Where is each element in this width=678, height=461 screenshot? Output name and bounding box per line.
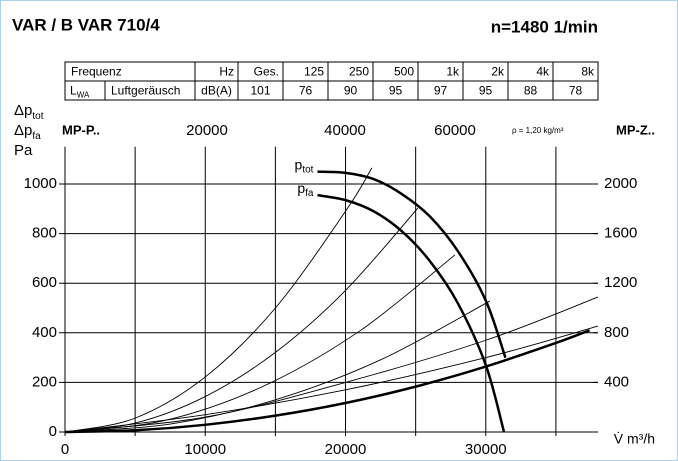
y-axis-label: Δpfa xyxy=(14,122,41,142)
y-tick-label: 600 xyxy=(32,274,57,291)
y-tick-label: 400 xyxy=(32,324,57,341)
y-tick-label: 1000 xyxy=(24,175,57,192)
curve xyxy=(317,170,507,359)
y2-tick-label: 1600 xyxy=(604,225,637,242)
symbol-sub: WA xyxy=(77,91,90,100)
curve-sub: fa xyxy=(305,188,314,199)
label-sub: tot xyxy=(32,111,43,122)
symbol: L xyxy=(70,84,77,98)
curve xyxy=(317,193,506,433)
table-value: 97 xyxy=(434,84,448,98)
curve xyxy=(64,300,491,433)
chart-title: VAR / B VAR 710/4 xyxy=(12,15,160,34)
curve-label: pfa xyxy=(297,180,314,199)
curve-sub: tot xyxy=(302,164,313,175)
table-row-symbol: LWA xyxy=(70,84,90,100)
table-header: 125 xyxy=(304,65,324,79)
top-label: 40000 xyxy=(324,122,366,139)
label-sub: fa xyxy=(32,131,41,142)
table-header: 8k xyxy=(581,65,595,79)
y-tick-label: 800 xyxy=(32,225,57,242)
top-label: MP-Z.. xyxy=(616,122,655,137)
y-tick-label: 0 xyxy=(49,423,57,440)
y-axis-label: Δptot xyxy=(14,102,44,122)
table-header: Frequenz xyxy=(71,65,122,79)
x-tick-label: 20000 xyxy=(325,441,367,458)
y2-tick-label: 1200 xyxy=(604,274,637,291)
table-header: Ges. xyxy=(254,65,279,79)
curve xyxy=(64,167,373,433)
x-tick-label: 0 xyxy=(61,441,69,458)
table-value: 76 xyxy=(299,84,313,98)
table-value: 101 xyxy=(250,84,270,98)
table-value: 88 xyxy=(524,84,538,98)
top-label: 60000 xyxy=(434,122,476,139)
curve xyxy=(64,325,599,433)
curve-label: ptot xyxy=(295,156,314,175)
density: ρ = 1,20 kg/m³ xyxy=(512,126,564,135)
y2-tick-label: 800 xyxy=(604,324,629,341)
table-header: 2k xyxy=(491,65,505,79)
top-label: MP-P.. xyxy=(62,122,100,137)
curve xyxy=(64,207,419,433)
curve-name: p xyxy=(295,156,303,172)
table-value: 95 xyxy=(389,84,403,98)
top-label: 20000 xyxy=(186,122,228,139)
table-value: 95 xyxy=(479,84,493,98)
y-tick-label: 200 xyxy=(32,373,57,390)
y2-tick-label: 2000 xyxy=(604,175,637,192)
table-cell xyxy=(552,80,599,101)
x-tick-label: 10000 xyxy=(184,441,226,458)
table-header: 1k xyxy=(446,65,460,79)
y2-tick-label: 400 xyxy=(604,373,629,390)
table-header: 4k xyxy=(536,65,550,79)
label: Pa xyxy=(14,142,33,159)
label: Δp xyxy=(14,102,32,119)
table-header: Hz xyxy=(219,65,234,79)
table-header: 250 xyxy=(349,65,369,79)
speed: n=1480 1/min xyxy=(491,17,598,36)
table-value: dB(A) xyxy=(201,84,232,98)
x-tick-label: 30000 xyxy=(465,441,507,458)
curve xyxy=(64,296,599,433)
table-value: 90 xyxy=(344,84,358,98)
table-value: Luftgeräusch xyxy=(111,84,180,98)
curve xyxy=(64,329,591,434)
label: Δp xyxy=(14,122,32,139)
table-value: 78 xyxy=(569,84,583,98)
table-header: 500 xyxy=(394,65,414,79)
x-axis-label: V̇ m³/h xyxy=(614,431,655,447)
curve-name: p xyxy=(297,180,305,196)
y-axis-label: Pa xyxy=(14,142,33,159)
